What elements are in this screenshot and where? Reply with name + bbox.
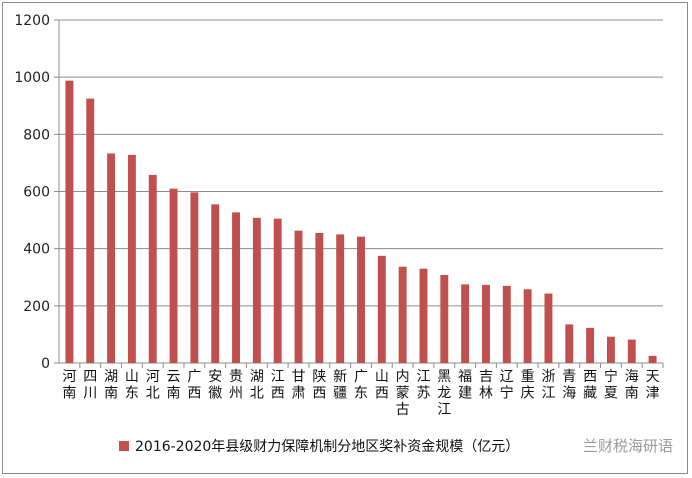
x-tick-label: 湖北 <box>250 369 264 402</box>
bar <box>107 153 116 363</box>
bar <box>315 232 324 363</box>
x-tick-label: 辽宁 <box>500 369 514 402</box>
x-tick-label: 青海 <box>562 369 576 402</box>
legend-swatch <box>119 441 129 451</box>
y-tick-label: 1000 <box>14 70 50 86</box>
bar <box>544 293 553 363</box>
x-tick-label: 海南 <box>625 369 639 402</box>
x-tick-label: 黑龙江 <box>437 369 451 418</box>
bar <box>252 217 261 363</box>
bar <box>294 230 303 363</box>
bar <box>190 192 199 363</box>
bar <box>232 212 240 363</box>
bar <box>461 284 470 363</box>
bar <box>211 204 220 363</box>
y-tick-label: 600 <box>23 185 50 201</box>
watermark-text: 兰财税海研语 <box>583 437 673 455</box>
x-tick-label: 山东 <box>125 369 139 402</box>
x-tick-label: 内蒙古 <box>396 369 410 418</box>
bar <box>127 154 136 363</box>
x-tick-label: 云南 <box>167 369 181 402</box>
x-tick-label: 湖南 <box>104 369 118 402</box>
bar <box>357 236 365 363</box>
bar <box>86 98 95 364</box>
x-tick-label: 浙江 <box>541 369 555 402</box>
y-tick-label: 1200 <box>14 13 50 29</box>
bar <box>336 234 345 363</box>
bar <box>440 274 449 363</box>
chart-frame: 0 200 400 600 800 1000 1200 河南 四川 湖南 山东 河北 云南 广西 安徽 贵州湖… <box>2 2 688 474</box>
x-tick-label: 山西 <box>375 369 389 402</box>
x-tick-label: 贵州 <box>229 369 243 402</box>
x-tick-label: 河南 <box>62 369 76 402</box>
x-tick-label: 宁夏 <box>604 368 618 402</box>
x-tick-label: 江西 <box>271 369 285 402</box>
y-tick-label: 800 <box>23 127 50 143</box>
bar <box>419 268 428 363</box>
bar <box>606 336 615 363</box>
x-tick-label: 福建 <box>458 369 472 402</box>
x-tick-label: 江苏 <box>416 369 430 402</box>
bar-chart: 0 200 400 600 800 1000 1200 河南四川湖南山东河北云南广西安徽贵州湖… <box>14 13 673 455</box>
x-tick-label: 吉林 <box>479 369 493 402</box>
x-tick-label: 重庆 <box>521 369 535 402</box>
bar <box>627 339 636 363</box>
bar <box>648 355 657 363</box>
bar <box>398 266 407 363</box>
x-tick-label: 广西 <box>187 369 201 402</box>
bar <box>523 289 532 363</box>
x-tick-label: 天津 <box>646 369 660 402</box>
bar <box>482 284 490 363</box>
x-tick-label: 西藏 <box>583 369 597 402</box>
legend-label: 2016-2020年县级财力保障机制分地区奖补资金规模（亿元） <box>135 438 519 455</box>
bar <box>148 174 157 363</box>
y-tick-label: 200 <box>23 299 50 315</box>
bar <box>502 285 511 363</box>
x-tick-label: 河北 <box>146 369 160 402</box>
x-tick-label: 新疆 <box>333 369 347 402</box>
bar <box>65 80 74 363</box>
bar <box>169 188 178 363</box>
x-tick-label: 安徽 <box>208 369 222 402</box>
bar <box>586 327 595 363</box>
bar <box>565 324 574 363</box>
x-tick-label: 广东 <box>354 369 368 402</box>
bar <box>377 255 386 363</box>
y-tick-label: 400 <box>23 242 50 258</box>
x-tick-label: 四川 <box>83 369 97 402</box>
bar <box>273 218 282 363</box>
x-tick-label: 甘肃 <box>292 369 306 402</box>
y-tick-label: 0 <box>41 356 50 372</box>
x-tick-label: 陕西 <box>312 369 326 402</box>
